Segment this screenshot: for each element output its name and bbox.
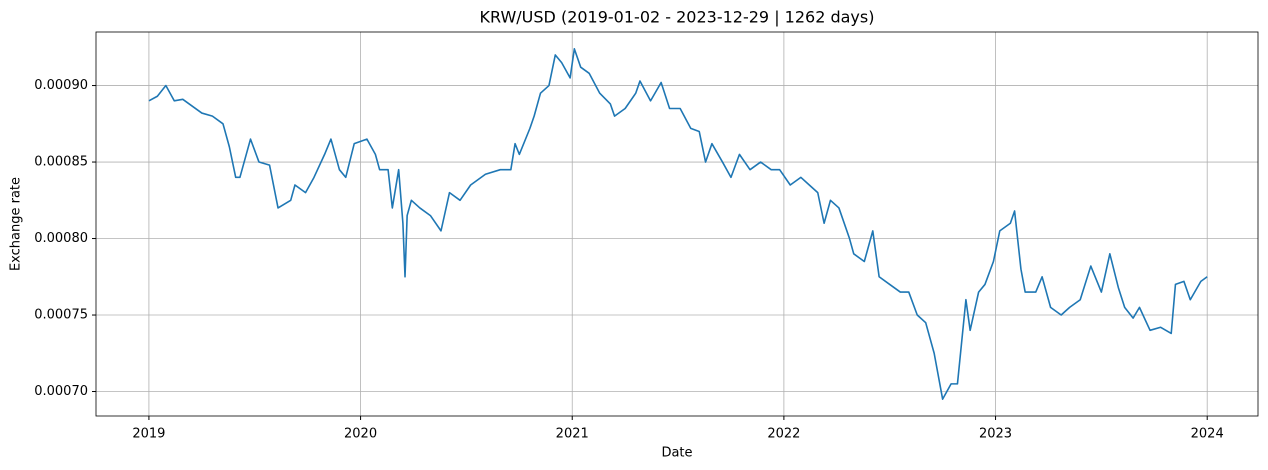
chart-title: KRW/USD (2019-01-02 - 2023-12-29 | 1262 … [480,8,875,27]
x-tick-label: 2024 [1191,427,1224,442]
y-tick-label: 0.00070 [34,384,88,399]
y-tick-label: 0.00085 [34,155,88,170]
x-tick-label: 2020 [344,427,377,442]
x-axis-label: Date [661,446,692,461]
data-line [148,48,1208,400]
x-tick-label: 2023 [979,427,1012,442]
x-tick-label: 2022 [767,427,800,442]
y-tick-label: 0.00080 [34,231,88,246]
y-tick-label: 0.00090 [34,78,88,93]
y-axis-label: Exchange rate [9,177,24,271]
x-tick-label: 2019 [132,427,165,442]
x-tick-label: 2021 [556,427,589,442]
y-tick-label: 0.00075 [34,308,88,323]
plot-frame [95,31,1259,417]
